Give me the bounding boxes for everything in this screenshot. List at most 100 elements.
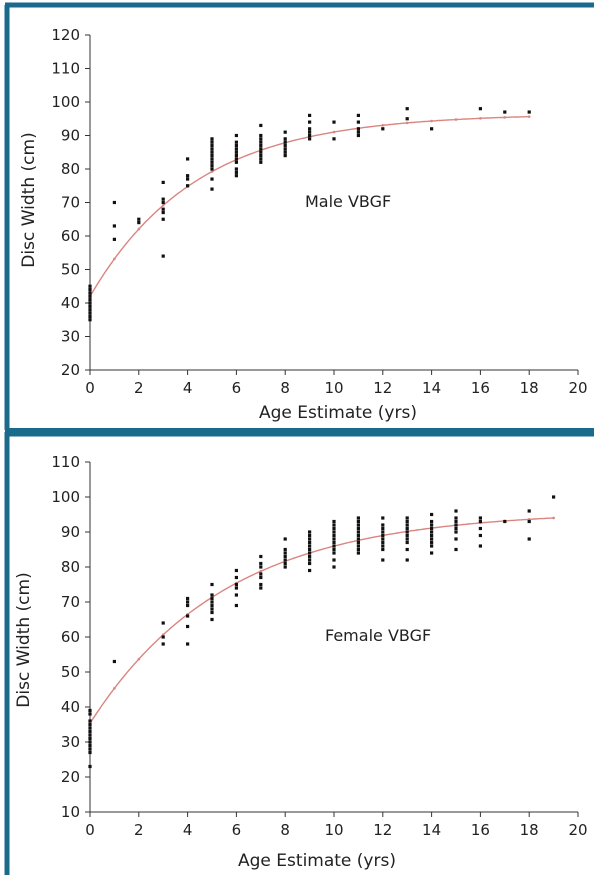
female-y-tick-label: 80 (61, 558, 80, 576)
male-curve-marker (454, 118, 458, 121)
male-data-point (234, 157, 238, 161)
female-data-point (88, 729, 92, 734)
female-data-point (259, 554, 263, 559)
female-data-point (259, 575, 263, 580)
male-data-point (234, 170, 238, 174)
female-data-point (381, 516, 385, 520)
female-y-tick-label: 70 (61, 593, 80, 611)
female-data-point (308, 540, 312, 545)
female-data-point (405, 519, 409, 524)
female-data-point (210, 596, 214, 601)
female-data-point (332, 523, 336, 527)
female-data-point (186, 603, 190, 608)
male-x-tick-label: 12 (373, 379, 392, 397)
female-data-point (454, 547, 458, 552)
female-data-point (381, 558, 385, 562)
male-y-tick-label: 20 (61, 361, 80, 379)
male-data-point (186, 157, 190, 161)
female-data-point (405, 533, 409, 538)
male-data-point (259, 123, 263, 128)
female-data-point (430, 544, 434, 548)
male-x-tick-label: 6 (232, 379, 242, 397)
female-curve-marker (113, 687, 116, 690)
female-y-tick-label: 20 (61, 768, 80, 786)
male-data-points (88, 107, 531, 322)
female-data-point (308, 533, 312, 538)
female-data-point (308, 551, 312, 555)
female-data-point (405, 530, 409, 534)
female-data-point (210, 582, 214, 587)
female-y-tick-label: 60 (61, 628, 80, 646)
male-data-point (88, 288, 92, 292)
female-y-tick-label: 30 (61, 733, 80, 751)
female-y-tick-label: 10 (61, 803, 80, 821)
female-data-point (430, 530, 434, 534)
female-data-point (88, 740, 92, 744)
male-data-point (88, 301, 92, 305)
male-data-point (210, 137, 214, 141)
female-data-point (88, 708, 92, 713)
female-data-point (381, 530, 385, 534)
male-y-tick-label: 50 (61, 261, 80, 279)
female-data-point (478, 533, 482, 538)
male-data-point (161, 210, 165, 215)
female-data-point (332, 519, 336, 524)
female-x-tick-label: 18 (520, 821, 539, 839)
female-data-point (210, 607, 214, 611)
male-x-tick-label: 18 (520, 379, 539, 397)
male-x-tick-label: 8 (280, 379, 290, 397)
female-data-point (283, 565, 287, 569)
male-data-point (283, 137, 287, 141)
female-data-point (234, 593, 238, 597)
male-data-point (234, 147, 238, 151)
female-data-point (332, 533, 336, 538)
male-x-tick-label: 14 (422, 379, 441, 397)
female-data-point (454, 537, 458, 541)
male-data-point (88, 308, 92, 312)
female-y-tick-label: 90 (61, 523, 80, 541)
female-data-point (454, 509, 458, 513)
male-x-tick-label: 2 (134, 379, 144, 397)
male-data-point (186, 174, 190, 178)
female-x-ticks: 0 2 4 6 8 10 12 14 16 18 20 (85, 812, 588, 839)
male-y-tick-label: 80 (61, 160, 80, 178)
female-data-point (430, 526, 434, 531)
male-data-point (161, 207, 165, 211)
male-data-point (161, 197, 165, 201)
male-data-point (161, 200, 165, 205)
male-data-point (503, 110, 507, 114)
female-data-point (210, 600, 214, 604)
female-data-point (356, 540, 360, 545)
male-y-tick-label: 30 (61, 328, 80, 346)
male-data-point (234, 140, 238, 144)
male-x-tick-label: 16 (471, 379, 490, 397)
female-data-point (283, 558, 287, 562)
female-data-point (161, 635, 165, 639)
female-data-point (332, 530, 336, 534)
female-data-point (210, 617, 214, 622)
female-data-point (88, 712, 92, 716)
female-data-point (405, 523, 409, 527)
female-data-point (308, 561, 312, 566)
female-y-axis-label: Disc Width (cm) (14, 572, 34, 707)
female-data-point (430, 540, 434, 545)
female-data-point (88, 747, 92, 751)
female-data-point (356, 533, 360, 538)
male-data-point (88, 294, 92, 298)
female-data-point (161, 642, 165, 646)
male-data-point (259, 137, 263, 141)
female-data-point (356, 526, 360, 531)
female-curve-marker (161, 633, 165, 637)
female-data-point (210, 603, 214, 608)
female-data-point (186, 600, 190, 604)
male-data-point (210, 140, 214, 144)
female-y-tick-label: 100 (51, 488, 80, 506)
male-data-point (186, 184, 190, 188)
female-data-point (283, 547, 287, 552)
female-data-point (430, 519, 434, 524)
female-data-point (308, 530, 312, 534)
female-data-point (356, 537, 360, 541)
female-data-points (88, 495, 556, 769)
male-data-point (210, 150, 214, 154)
